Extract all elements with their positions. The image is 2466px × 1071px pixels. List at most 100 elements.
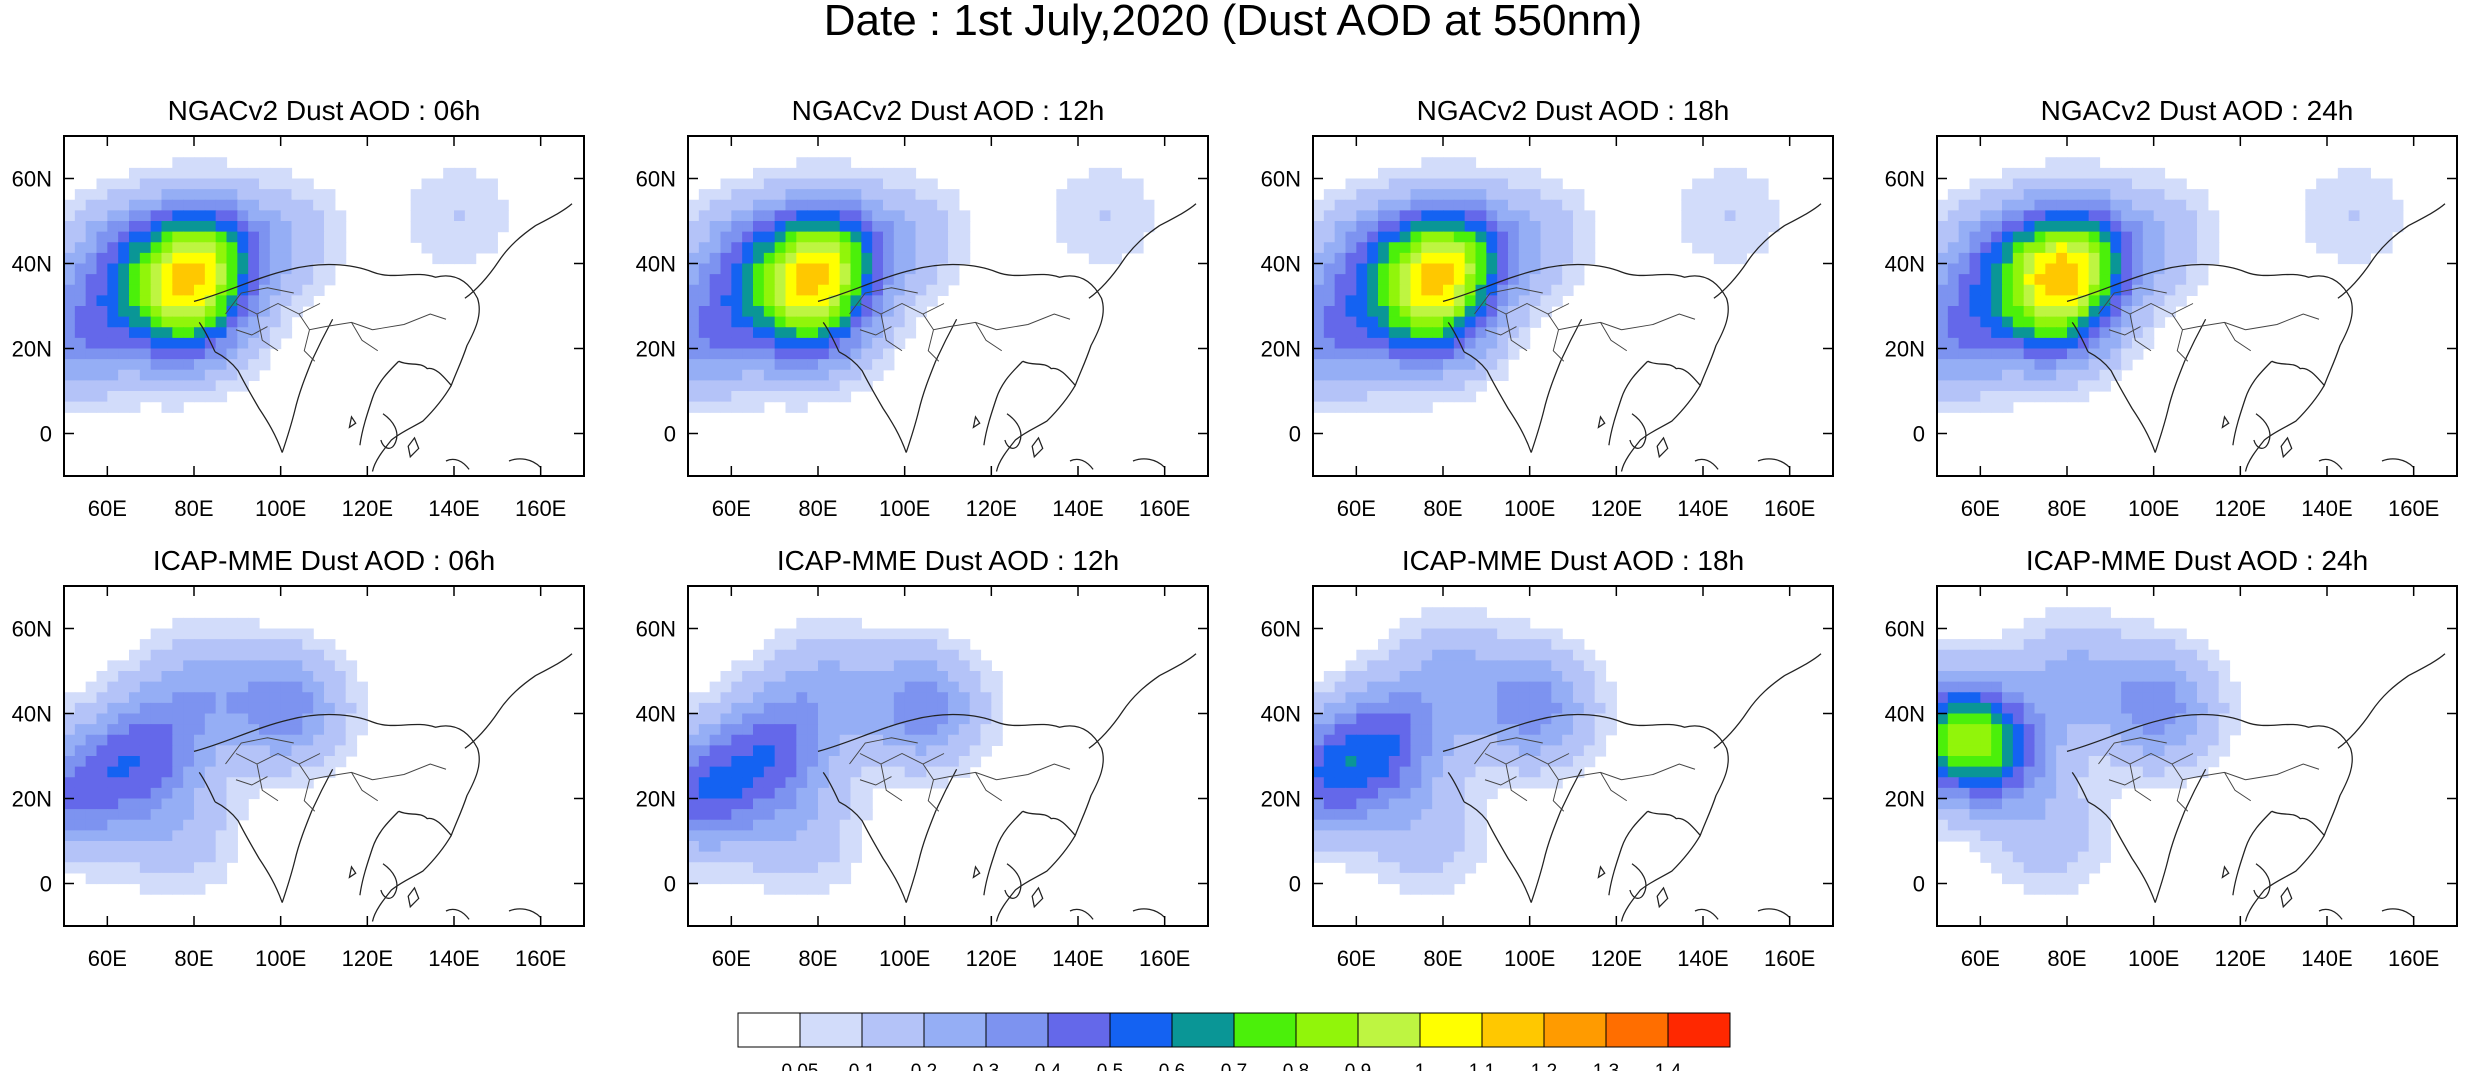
y-tick-label: 60N	[12, 167, 52, 192]
x-tick-label: 160E	[515, 946, 566, 971]
panel-title: ICAP-MME Dust AOD : 12h	[777, 545, 1119, 576]
x-tick-label: 100E	[1504, 946, 1555, 971]
y-tick-label: 40N	[12, 702, 52, 727]
x-tick-label: 140E	[1052, 496, 1103, 521]
y-tick-label: 60N	[1885, 167, 1925, 192]
panel-title: NGACv2 Dust AOD : 18h	[1417, 95, 1730, 126]
y-tick-label: 0	[1289, 872, 1301, 897]
x-tick-label: 160E	[1764, 496, 1815, 521]
y-tick-label: 60N	[636, 617, 676, 642]
x-tick-label: 160E	[1764, 946, 1815, 971]
map-frame	[1312, 135, 1834, 477]
colorbar-swatch	[1171, 1012, 1235, 1048]
panel-title: ICAP-MME Dust AOD : 18h	[1402, 545, 1744, 576]
x-tick-label: 80E	[798, 946, 837, 971]
aod-field	[64, 617, 368, 895]
y-tick-label: 20N	[1885, 337, 1925, 362]
y-tick-label: 20N	[1261, 787, 1301, 812]
colorbar-swatch	[1357, 1012, 1421, 1048]
aod-field	[688, 157, 1155, 413]
panel-title: ICAP-MME Dust AOD : 06h	[153, 545, 495, 576]
y-tick-label: 20N	[636, 337, 676, 362]
x-tick-label: 80E	[2047, 496, 2086, 521]
y-tick-label: 40N	[1885, 702, 1925, 727]
map-panel-8: 60E 80E 100E 120E 140E 160E 60N 40N 20N 0 ICAP-MME…	[1885, 545, 2458, 971]
y-tick-label: 20N	[636, 787, 676, 812]
colorbar-swatch	[1481, 1012, 1545, 1048]
colorbar-label: 1.3	[1593, 1061, 1619, 1071]
colorbar-swatch	[737, 1012, 801, 1048]
y-tick-label: 0	[664, 872, 676, 897]
y-tick-label: 40N	[636, 252, 676, 277]
colorbar-swatch	[1233, 1012, 1297, 1048]
x-tick-label: 60E	[712, 946, 751, 971]
colorbar-swatch	[1667, 1012, 1731, 1048]
colorbar-swatch	[1047, 1012, 1111, 1048]
colorbar-label: 1	[1415, 1061, 1426, 1071]
x-tick-label: 140E	[1677, 946, 1728, 971]
x-tick-label: 80E	[174, 946, 213, 971]
y-tick-label: 60N	[636, 167, 676, 192]
x-tick-label: 80E	[1423, 946, 1462, 971]
y-tick-label: 40N	[636, 702, 676, 727]
map-frame	[687, 585, 1209, 927]
figure-title: Date : 1st July,2020 (Dust AOD at 550nm)	[823, 0, 1643, 45]
map-panel-4: 60E 80E 100E 120E 140E 160E 60N 40N 20N 0 NGACv2 D…	[1885, 95, 2458, 521]
map-frame	[1936, 585, 2458, 927]
x-tick-label: 160E	[2388, 496, 2439, 521]
aod-field	[1937, 607, 2241, 895]
colorbar-swatch	[1295, 1012, 1359, 1048]
y-tick-label: 40N	[1261, 702, 1301, 727]
x-tick-label: 140E	[1677, 496, 1728, 521]
x-tick-label: 160E	[1139, 496, 1190, 521]
panel-title: NGACv2 Dust AOD : 12h	[792, 95, 1105, 126]
colorbar-label: 0.5	[1097, 1061, 1123, 1071]
colorbar-swatch	[1605, 1012, 1669, 1048]
colorbar-label: 0.05	[782, 1061, 819, 1071]
y-tick-label: 20N	[12, 787, 52, 812]
x-tick-label: 100E	[2128, 946, 2179, 971]
y-tick-label: 40N	[1885, 252, 1925, 277]
aod-field	[1313, 607, 1617, 895]
x-tick-label: 120E	[1591, 496, 1642, 521]
map-frame	[1936, 135, 2458, 477]
x-tick-label: 140E	[2301, 946, 2352, 971]
x-tick-label: 60E	[1337, 946, 1376, 971]
y-tick-label: 20N	[1885, 787, 1925, 812]
x-tick-label: 80E	[174, 496, 213, 521]
aod-field	[688, 617, 1003, 895]
colorbar-swatch	[799, 1012, 863, 1048]
x-tick-label: 100E	[1504, 496, 1555, 521]
x-tick-label: 120E	[966, 946, 1017, 971]
colorbar-label: 0.6	[1159, 1061, 1185, 1071]
y-tick-label: 40N	[1261, 252, 1301, 277]
x-tick-label: 120E	[2215, 496, 2266, 521]
colorbar-label: 0.1	[849, 1061, 875, 1071]
map-panel-1: 60E 80E 100E 120E 140E 160E 60N 40N 20N 0 NGACv2 D…	[12, 95, 585, 521]
colorbar-swatch	[1109, 1012, 1173, 1048]
colorbar-label: 0.7	[1221, 1061, 1247, 1071]
y-tick-label: 60N	[1261, 617, 1301, 642]
x-tick-label: 60E	[1961, 946, 2000, 971]
x-tick-label: 100E	[255, 496, 306, 521]
x-tick-label: 60E	[1961, 496, 2000, 521]
x-tick-label: 80E	[2047, 946, 2086, 971]
colorbar-label: 0.3	[973, 1061, 999, 1071]
x-tick-label: 120E	[342, 496, 393, 521]
aod-field	[1937, 157, 2404, 413]
aod-field	[64, 157, 509, 413]
x-tick-label: 160E	[515, 496, 566, 521]
colorbar-swatch	[985, 1012, 1049, 1048]
x-tick-label: 100E	[2128, 496, 2179, 521]
x-tick-label: 100E	[255, 946, 306, 971]
colorbar-swatch	[1419, 1012, 1483, 1048]
x-tick-label: 80E	[798, 496, 837, 521]
x-tick-label: 60E	[712, 496, 751, 521]
x-tick-label: 140E	[428, 946, 479, 971]
y-tick-label: 40N	[12, 252, 52, 277]
map-frame	[63, 585, 585, 927]
colorbar-label: 0.2	[911, 1061, 937, 1071]
y-tick-label: 0	[664, 422, 676, 447]
map-panel-6: 60E 80E 100E 120E 140E 160E 60N 40N 20N 0 ICAP-MME…	[636, 545, 1209, 971]
